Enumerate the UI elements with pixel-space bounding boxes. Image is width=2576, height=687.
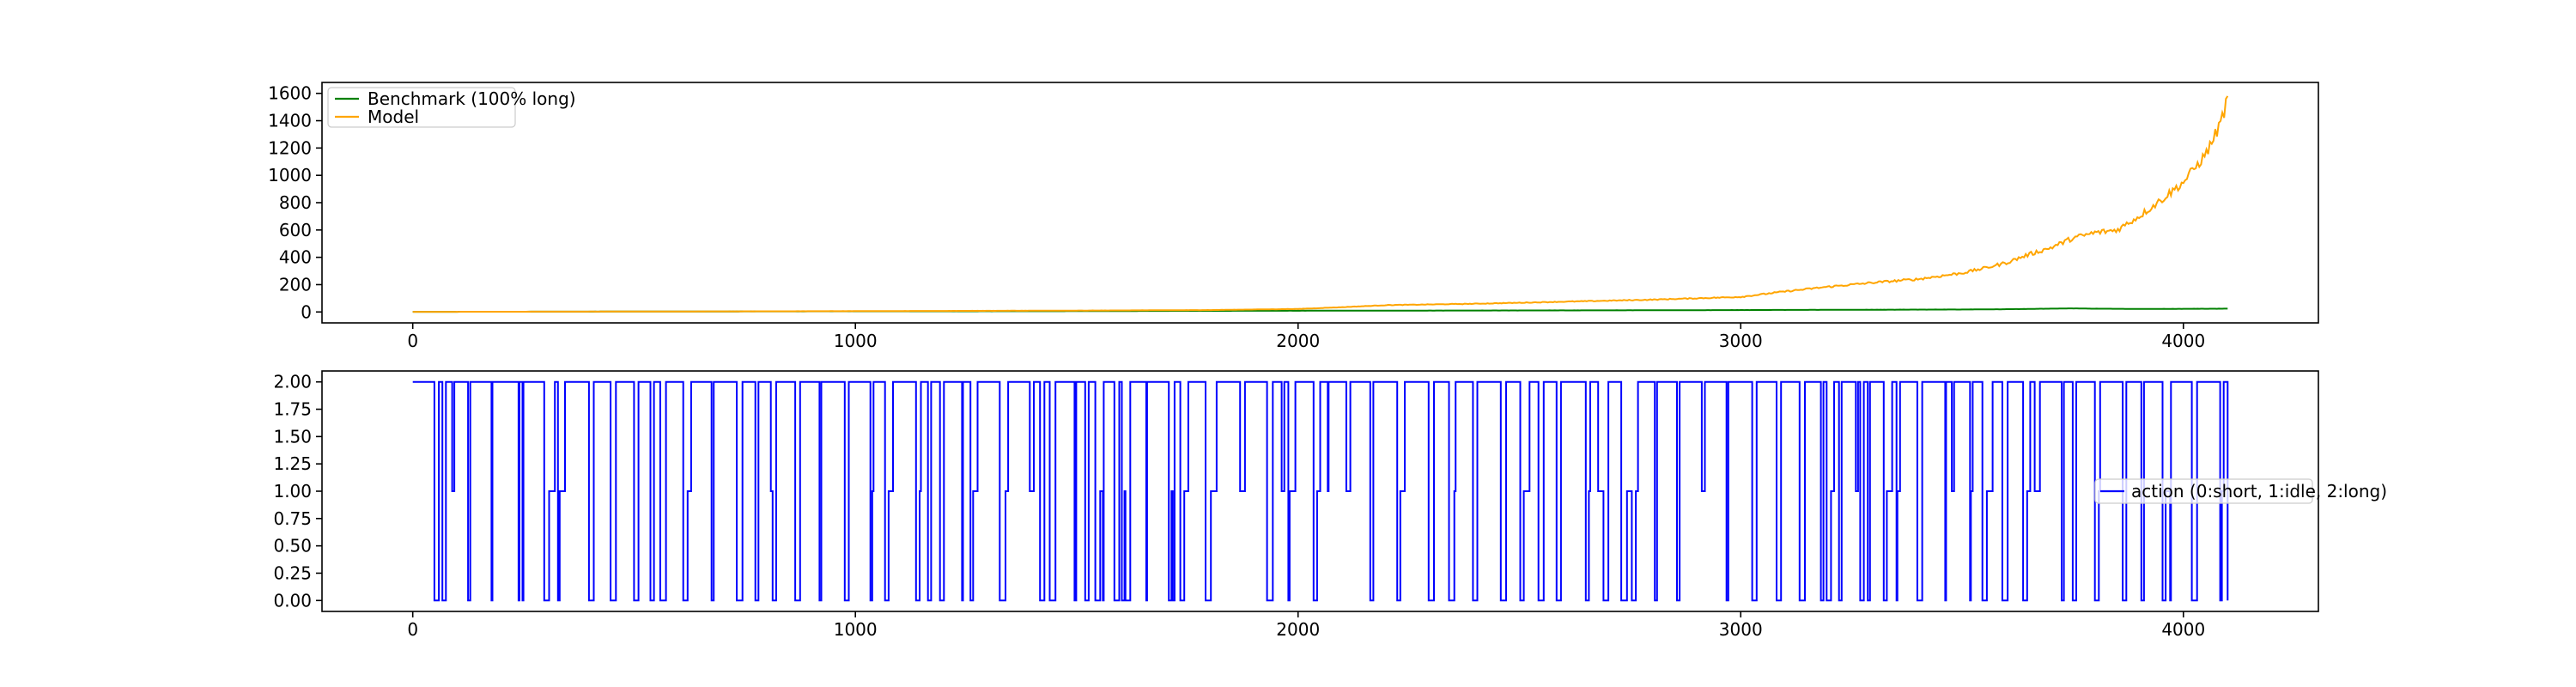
y-tick-label: 1000 — [268, 165, 312, 185]
x-tick-label: 0 — [407, 331, 418, 351]
bottom-axes: 0 1000 2000 3000 4000 0.00 0.25 0.50 0.75 1.00 1.2… — [273, 370, 2387, 640]
x-tick-label: 4000 — [2161, 331, 2205, 351]
bottom-plot-lines — [412, 380, 2229, 602]
top-legend-box — [327, 87, 516, 128]
y-tick-label: 1400 — [268, 111, 312, 131]
y-tick-label: 1.75 — [273, 399, 312, 420]
x-tick-label: 0 — [407, 619, 418, 640]
y-tick-label: 0.25 — [273, 562, 312, 583]
y-tick-label: 1.50 — [273, 426, 312, 447]
y-tick-label: 1200 — [268, 137, 312, 158]
x-tick-label: 4000 — [2161, 619, 2205, 640]
x-tick-label: 1000 — [834, 619, 878, 640]
legend-label-benchmark: Benchmark (100% long) — [368, 88, 576, 109]
x-tick-label: 3000 — [1719, 331, 1763, 351]
y-tick-label: 0.00 — [273, 590, 312, 611]
y-tick-label: 0.50 — [273, 536, 312, 556]
top-legend: Benchmark (100% long) Model — [327, 87, 576, 128]
series-line-action — [412, 380, 2229, 602]
y-tick-label: 400 — [279, 247, 312, 268]
legend-label-action: action (0:short, 1:idle, 2:long) — [2131, 481, 2387, 502]
y-tick-label: 200 — [279, 274, 312, 295]
bottom-legend: action (0:short, 1:idle, 2:long) — [2094, 478, 2387, 504]
y-tick-label: 600 — [279, 220, 312, 240]
bottom-axes-ticks: 0 1000 2000 3000 4000 0.00 0.25 0.50 0.75 1.00 1.2… — [273, 372, 2205, 640]
x-tick-label: 2000 — [1276, 619, 1320, 640]
x-tick-label: 2000 — [1276, 331, 1320, 351]
y-tick-label: 0.75 — [273, 508, 312, 529]
y-tick-label: 1600 — [268, 83, 312, 104]
y-tick-label: 2.00 — [273, 372, 312, 392]
y-tick-label: 0 — [301, 301, 312, 322]
y-tick-label: 1.00 — [273, 481, 312, 502]
top-plot-lines — [412, 95, 2229, 313]
legend-label-model: Model — [368, 106, 419, 127]
y-tick-label: 800 — [279, 192, 312, 213]
top-axes: 0 1000 2000 3000 4000 0 200 400 600 800 1000 1200 14… — [268, 82, 2319, 351]
series-line-model — [412, 95, 2229, 313]
bottom-legend-box — [2094, 478, 2313, 504]
top-axes-ticks: 0 1000 2000 3000 4000 0 200 400 600 800 1000 1200 14… — [268, 83, 2205, 351]
x-tick-label: 3000 — [1719, 619, 1763, 640]
x-tick-label: 1000 — [834, 331, 878, 351]
top-axes-frame — [321, 82, 2319, 324]
y-tick-label: 1.25 — [273, 453, 312, 474]
